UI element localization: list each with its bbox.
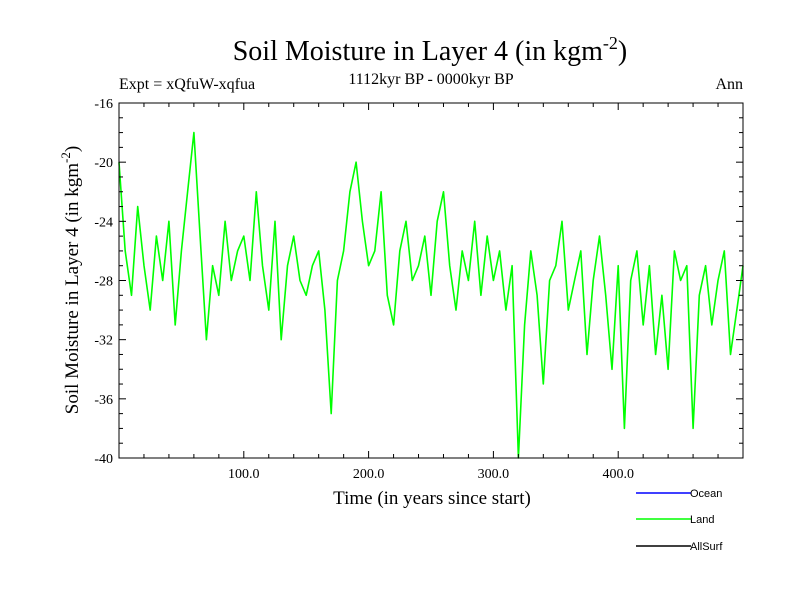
plot-frame: [118, 102, 744, 459]
season-label: Ann: [715, 76, 743, 93]
x-tick-label: 200.0: [353, 467, 385, 482]
y-tick-label: -24: [94, 215, 113, 230]
chart-title: Soil Moisture in Layer 4 (in kgm-2): [233, 33, 628, 67]
y-axis-label: Soil Moisture in Layer 4 (in kgm-2): [58, 146, 83, 414]
y-tick-label: -36: [94, 393, 113, 408]
y-tick-label: -28: [94, 275, 113, 290]
y-tick-label: -40: [94, 452, 113, 467]
legend-label-allsurf: AllSurf: [690, 541, 723, 553]
time-range-label: 1112kyr BP - 0000kyr BP: [348, 71, 513, 88]
x-tick-label: 300.0: [478, 467, 510, 482]
plot-area: -16 -20 -24 -28 -32 -36 -40 100.0 200.0 300.0 400.…: [94, 97, 744, 482]
legend: Ocean Land AllSurf: [636, 488, 723, 553]
experiment-label: Expt = xQfuW-xqfua: [119, 76, 255, 93]
series-line-land: [118, 131, 744, 459]
legend-label-ocean: Ocean: [690, 488, 722, 500]
y-tick-label: -20: [94, 156, 113, 171]
y-tick-label: -16: [94, 97, 113, 112]
x-axis-label: Time (in years since start): [333, 488, 531, 509]
x-tick-label: 400.0: [602, 467, 634, 482]
x-tick-label: 100.0: [228, 467, 260, 482]
legend-label-land: Land: [690, 514, 714, 526]
y-tick-label: -32: [94, 334, 113, 349]
